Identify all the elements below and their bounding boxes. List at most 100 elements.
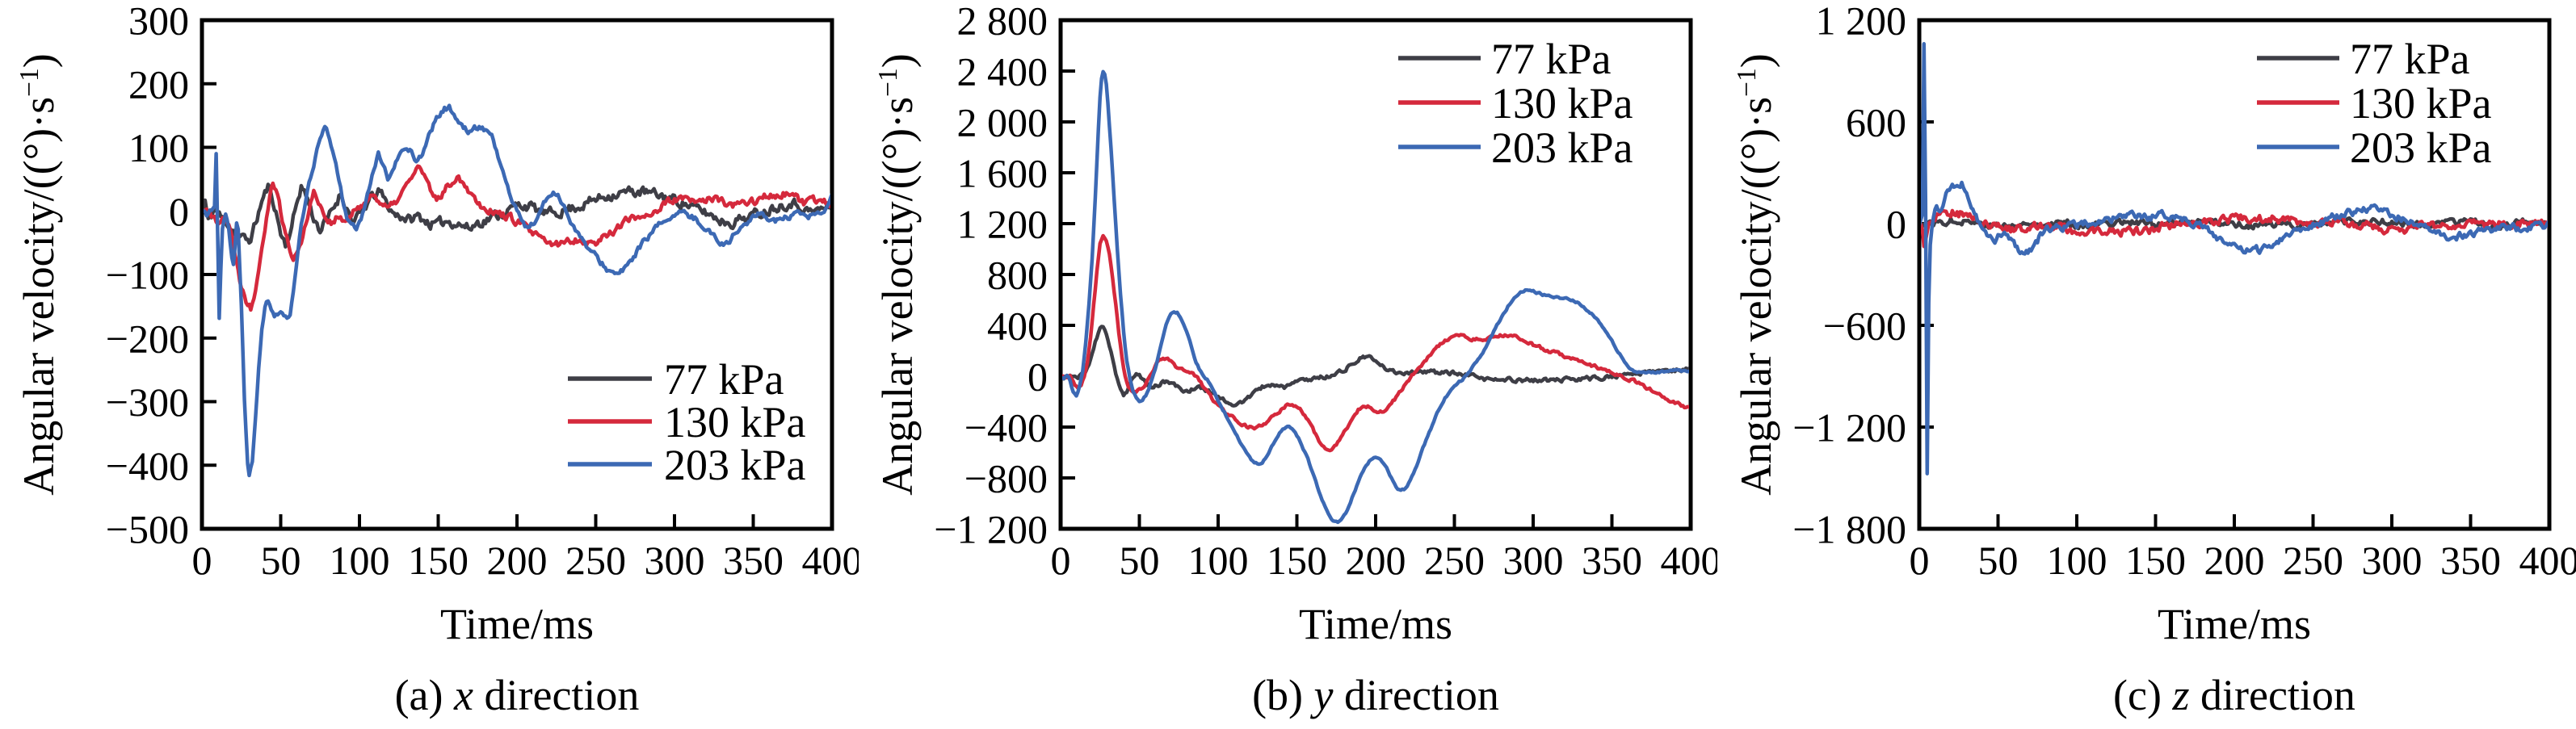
caption-prefix: (c) — [2113, 671, 2173, 719]
y-tick-label: −400 — [964, 405, 1048, 450]
caption-axis-letter: y — [1313, 671, 1334, 719]
series-line-77kPa — [1062, 325, 1689, 408]
x-tick-label: 100 — [330, 538, 390, 583]
y-tick-label: −1 200 — [934, 507, 1048, 552]
x-tick-label: 350 — [723, 538, 784, 583]
y-tick-label: 1 200 — [1816, 0, 1907, 44]
x-tick-label: 300 — [2362, 538, 2423, 583]
series-group — [204, 103, 830, 478]
x-axis-label: Time/ms — [2157, 600, 2312, 648]
caption-prefix: (a) — [394, 671, 455, 719]
y-tick-label: −1 800 — [1792, 507, 1906, 552]
x-tick-label: 400 — [1661, 538, 1718, 583]
series-line-203kPa — [1921, 42, 2548, 476]
y-tick-label: 100 — [128, 125, 189, 170]
x-tick-label: 150 — [1267, 538, 1327, 583]
x-tick-label: 150 — [408, 538, 469, 583]
y-tick-label: −200 — [106, 316, 189, 361]
caption-axis-letter: z — [2172, 671, 2190, 719]
y-axis-label-superscript: −1 — [1732, 68, 1762, 97]
legend-label-130kPa: 130 kPa — [1491, 79, 1633, 128]
y-tick-label: −800 — [964, 456, 1048, 501]
series-line-203kPa — [204, 103, 830, 478]
y-axis-label: Angular velocity/((°)·s−1) — [14, 53, 64, 496]
chart-panel-a: 300 200 100 0 −100 −200 −300 −400 −500 0 50 100 150 2… — [0, 0, 859, 729]
plot-frame — [1058, 18, 1693, 531]
plot-frame — [1917, 18, 2552, 531]
x-tick-label: 300 — [645, 538, 705, 583]
y-tick-label: 2 000 — [957, 100, 1048, 145]
x-tick-label: 100 — [2047, 538, 2107, 583]
chart-panel-b: 2 800 2 400 2 000 1 600 1 200 800 400 0 −400 −800… — [859, 0, 1717, 729]
x-tick-label: 400 — [2519, 538, 2576, 583]
chart-caption-c: (c) z direction — [1919, 670, 2549, 720]
y-tick-label: 300 — [128, 0, 189, 44]
y-tick-label: −300 — [106, 379, 189, 425]
legend-label-77kPa: 77 kPa — [1491, 35, 1612, 83]
x-tick-label: 300 — [1503, 538, 1564, 583]
caption-suffix: direction — [1333, 671, 1499, 719]
legend-label-203kPa: 203 kPa — [1491, 124, 1633, 172]
caption-suffix: direction — [473, 671, 640, 719]
y-tick-label: 0 — [1027, 354, 1048, 400]
y-tick-label: 0 — [1886, 202, 1906, 247]
x-tick-label: 100 — [1188, 538, 1249, 583]
y-tick-label: 800 — [987, 253, 1048, 298]
x-tick-label: 200 — [487, 538, 548, 583]
caption-axis-letter: x — [454, 671, 473, 719]
chart-panel-c: 1 200 600 0 −600 −1 200 −1 800 0 50 100 150 200 250… — [1717, 0, 2576, 729]
series-group — [1921, 42, 2548, 476]
legend-label-203kPa: 203 kPa — [664, 441, 806, 489]
y-tick-label: 400 — [987, 304, 1048, 349]
y-axis-label: Angular velocity/((°)·s−1) — [1731, 53, 1781, 496]
y-axis-label-close: ) — [873, 53, 922, 69]
x-tick-label: 0 — [1910, 538, 1930, 583]
series-line-130kPa — [1062, 233, 1689, 453]
legend-label-77kPa: 77 kPa — [2350, 35, 2470, 83]
x-tick-label: 50 — [1120, 538, 1160, 583]
x-tick-label: 50 — [1978, 538, 2019, 583]
y-tick-label: 2 800 — [957, 0, 1048, 44]
y-axis-label-text: Angular velocity/((°)·s — [873, 96, 922, 496]
x-tick-label: 400 — [802, 538, 859, 583]
y-tick-label: −600 — [1823, 304, 1906, 349]
y-tick-label: 200 — [128, 61, 189, 107]
chart-caption-a: (a) x direction — [202, 670, 832, 720]
y-axis-label-superscript: −1 — [873, 68, 903, 97]
y-axis-label-close: ) — [15, 53, 63, 69]
caption-suffix: direction — [2189, 671, 2355, 719]
x-tick-label: 0 — [1051, 538, 1071, 583]
legend-label-130kPa: 130 kPa — [2350, 79, 2492, 128]
x-tick-label: 250 — [565, 538, 626, 583]
legend-label-130kPa: 130 kPa — [664, 398, 806, 446]
caption-prefix: (b) — [1252, 671, 1314, 719]
y-tick-label: 2 400 — [957, 49, 1048, 94]
y-tick-label: −500 — [106, 507, 189, 552]
x-tick-label: 200 — [1346, 538, 1406, 583]
y-axis-label-text: Angular velocity/((°)·s — [1732, 96, 1780, 496]
y-axis-label-superscript: −1 — [15, 68, 44, 97]
x-axis-label: Time/ms — [1298, 600, 1453, 648]
y-tick-label: −1 200 — [1792, 405, 1906, 450]
y-tick-label: 600 — [1846, 100, 1906, 145]
x-axis-label: Time/ms — [439, 600, 595, 648]
y-axis-label: Angular velocity/((°)·s−1) — [872, 53, 922, 496]
x-tick-label: 250 — [1424, 538, 1485, 583]
series-line-130kPa — [204, 164, 830, 312]
y-tick-label: −400 — [106, 443, 189, 488]
legend-label-203kPa: 203 kPa — [2350, 124, 2492, 172]
series-line-77kPa — [1921, 216, 2548, 232]
y-axis-label-close: ) — [1732, 53, 1780, 69]
x-tick-label: 150 — [2125, 538, 2186, 583]
y-tick-label: 0 — [169, 189, 189, 234]
x-tick-label: 350 — [1582, 538, 1642, 583]
chart-caption-b: (b) y direction — [1061, 670, 1691, 720]
plot-frame — [200, 18, 834, 531]
series-line-203kPa — [1062, 69, 1689, 525]
x-tick-label: 50 — [261, 538, 301, 583]
